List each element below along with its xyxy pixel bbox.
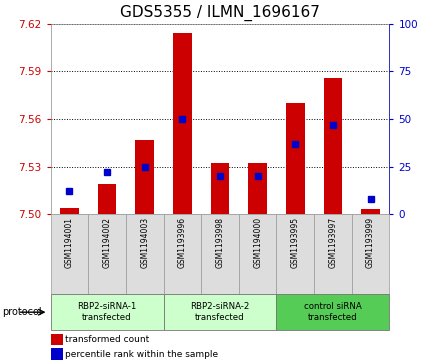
Bar [51,294,164,330]
Text: percentile rank within the sample: percentile rank within the sample [65,350,218,359]
Text: RBP2-siRNA-1
transfected: RBP2-siRNA-1 transfected [77,302,137,322]
Bar [286,103,305,214]
Text: GSM1193998: GSM1193998 [216,217,224,268]
Text: GSM1193997: GSM1193997 [328,217,337,268]
Bar [60,208,79,214]
Text: GSM1193996: GSM1193996 [178,217,187,268]
Bar [164,294,276,330]
Bar [136,139,154,214]
Text: protocol: protocol [2,307,42,317]
Bar [51,348,63,360]
Bar [239,214,276,294]
Bar [173,33,192,214]
Bar [361,209,380,214]
Bar [276,294,389,330]
Text: control siRNA
transfected: control siRNA transfected [304,302,362,322]
Text: GSM1193999: GSM1193999 [366,217,375,268]
Bar [51,214,88,294]
Text: transformed count: transformed count [65,335,149,344]
Bar [126,214,164,294]
Bar [201,214,239,294]
Text: RBP2-siRNA-2
transfected: RBP2-siRNA-2 transfected [191,302,249,322]
Text: GSM1194002: GSM1194002 [103,217,112,268]
Bar [248,163,267,214]
Text: GSM1194000: GSM1194000 [253,217,262,268]
Bar [352,214,389,294]
Bar [276,214,314,294]
Text: GSM1193995: GSM1193995 [291,217,300,268]
Title: GDS5355 / ILMN_1696167: GDS5355 / ILMN_1696167 [120,5,320,21]
Bar [88,214,126,294]
Bar [98,184,117,214]
Bar [323,78,342,214]
Text: GSM1194001: GSM1194001 [65,217,74,268]
Text: GSM1194003: GSM1194003 [140,217,149,268]
Bar [314,214,352,294]
Bar [211,163,229,214]
Bar [51,334,63,345]
Bar [164,214,201,294]
